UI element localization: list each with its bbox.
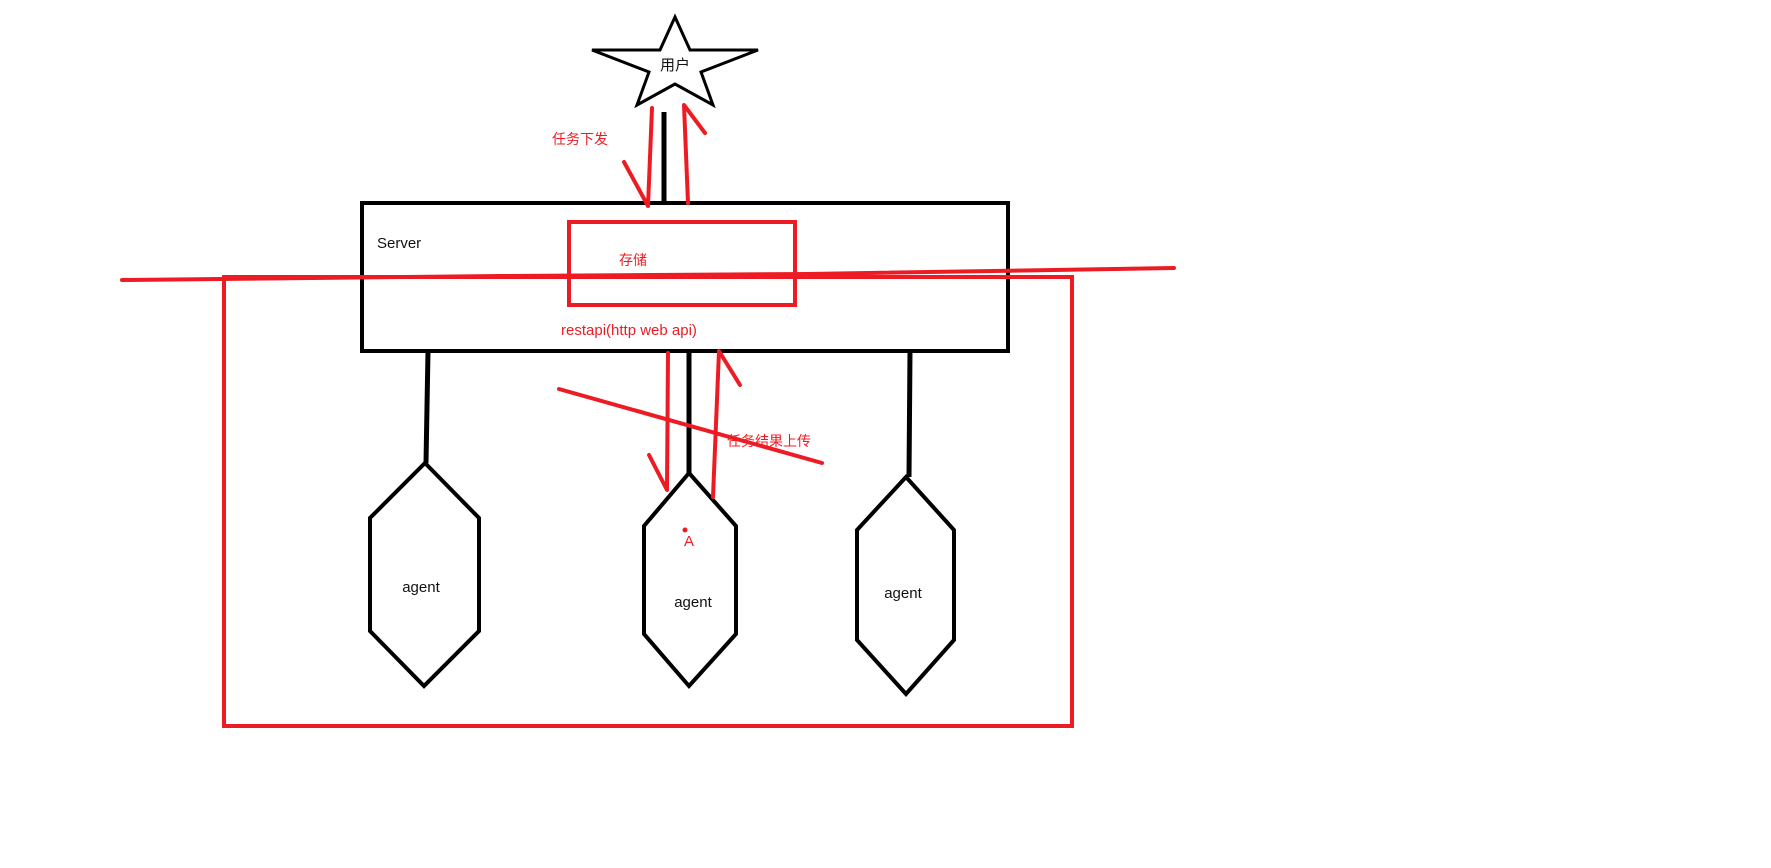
- result-upload-arrow: [711, 349, 742, 499]
- result-upload-label: 任务结果上传: [727, 434, 811, 450]
- agent-middle-label: agent: [674, 594, 712, 611]
- agent-dispatch-arrow: [647, 351, 670, 492]
- server-label: Server: [377, 235, 421, 252]
- agent-right-label: agent: [884, 585, 922, 602]
- storage-label: 存储: [619, 253, 647, 269]
- agent-middle-hexagon-icon: [642, 469, 738, 690]
- agent-left-hexagon-icon: [368, 460, 481, 689]
- agent-middle-marker: A: [684, 533, 694, 550]
- boundary-box: [222, 275, 1074, 728]
- cross-out-line: [557, 387, 824, 465]
- user-return-arrow: [682, 103, 707, 205]
- dispatch-arrow: [622, 106, 654, 208]
- agent-connector-right: [906, 350, 913, 478]
- agent-right-hexagon-icon: [855, 474, 956, 697]
- storage-box: [567, 220, 797, 307]
- dispatch-label: 任务下发: [552, 132, 608, 148]
- user-star-icon: [591, 13, 759, 109]
- agent-left-label: agent: [402, 579, 440, 596]
- agent-connector-left: [423, 350, 431, 464]
- api-label: restapi(http web api): [561, 322, 697, 339]
- user-label: 用户: [660, 57, 690, 74]
- marker-dot: [682, 527, 688, 533]
